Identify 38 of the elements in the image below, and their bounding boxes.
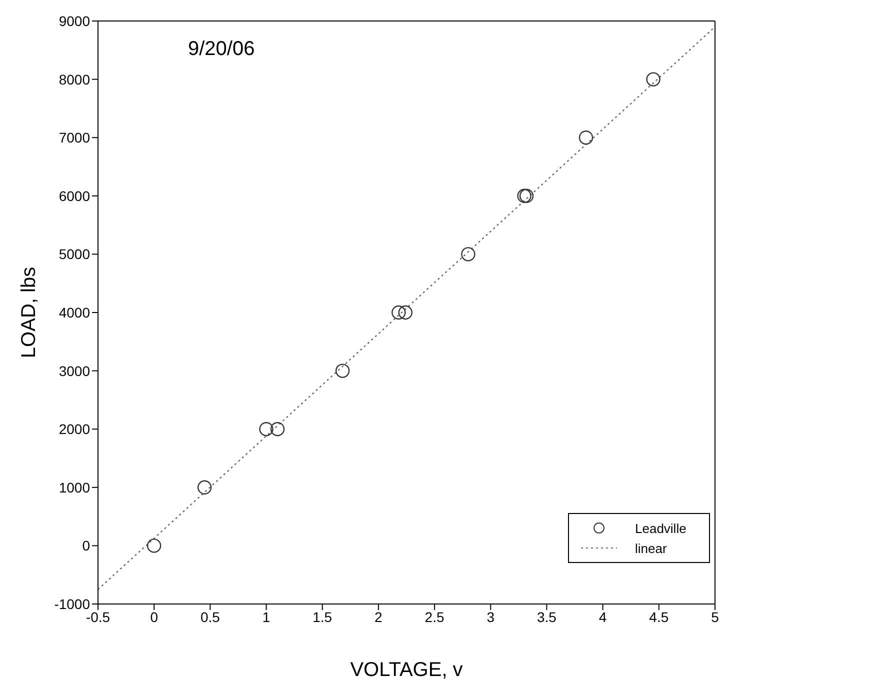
x-tick-label: 4 (598, 608, 607, 625)
y-tick-label: 0 (82, 538, 90, 554)
x-tick-label: 2.5 (424, 608, 444, 625)
y-tick-label: 2000 (58, 421, 90, 438)
y-tick-label: 5000 (58, 246, 90, 262)
point (398, 305, 412, 320)
y-tick-label: 1000 (58, 479, 90, 496)
y-tick-label: 8000 (58, 71, 90, 88)
x-tick-label: 0 (150, 608, 158, 625)
point (259, 422, 274, 436)
point (270, 422, 285, 436)
x-tick-label: 3 (486, 608, 495, 625)
point (146, 538, 162, 553)
point (335, 364, 350, 378)
point (392, 305, 406, 320)
annotation: 9/20/06 (188, 38, 255, 61)
y-tick-label: 4000 (58, 304, 90, 320)
point (646, 72, 660, 86)
x-tick-label: 1 (262, 608, 270, 625)
x-tick-label: 0.5 (200, 608, 220, 625)
x-tick-label: 1.5 (312, 608, 332, 625)
point (197, 480, 212, 494)
y-tick-label: 7000 (58, 130, 90, 146)
legend-label: Leadville (635, 520, 686, 536)
y-axis-title: LOAD, lbs (18, 266, 40, 358)
y-tick-label: 9000 (58, 12, 90, 29)
point (517, 188, 532, 203)
point (519, 188, 534, 203)
legend-label: linear (635, 540, 667, 556)
x-tick-label: 5 (711, 608, 720, 625)
x-tick-label: 4.5 (649, 608, 669, 625)
point (578, 130, 594, 145)
x-tick-label: 2 (374, 608, 383, 625)
point (461, 247, 476, 262)
y-tick-label: 3000 (58, 362, 90, 379)
y-tick-label: 6000 (58, 188, 90, 204)
x-tick-label: 3.5 (536, 608, 557, 625)
x-axis-title: VOLTAGE, v (350, 659, 463, 682)
